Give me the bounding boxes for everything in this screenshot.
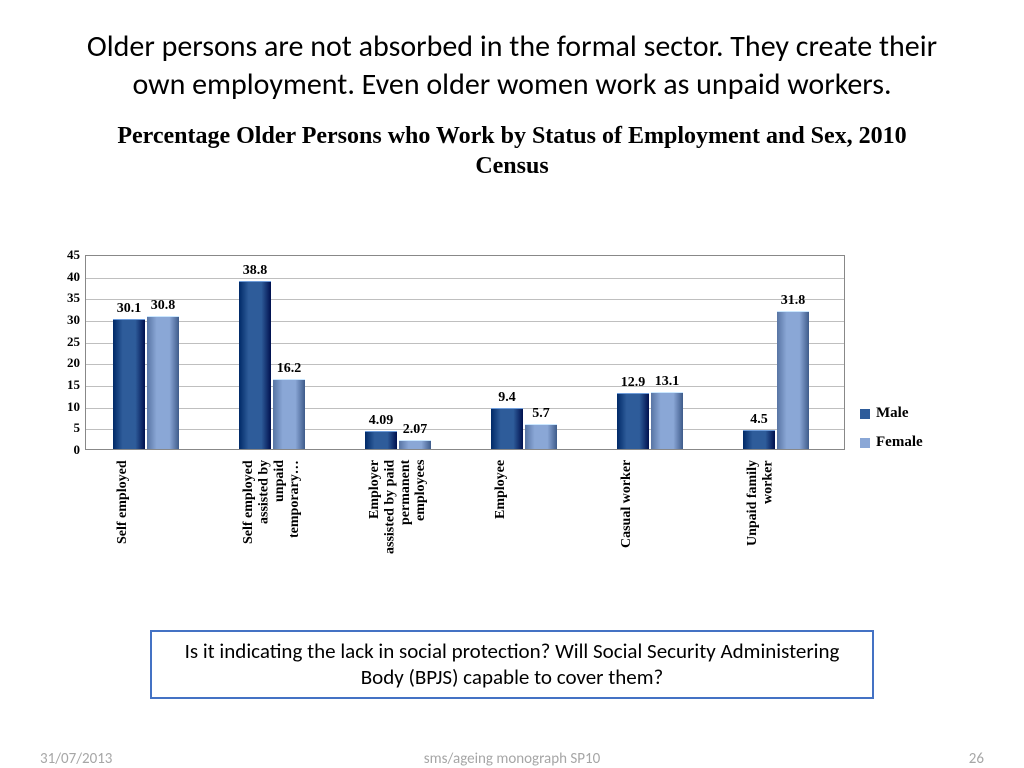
y-tick-label: 10 [50, 399, 80, 415]
question-box: Is it indicating the lack in social prot… [150, 630, 874, 699]
legend: Male Female [860, 405, 923, 463]
y-tick-label: 25 [50, 334, 80, 350]
bar-value-label: 5.7 [511, 406, 571, 422]
bar [777, 311, 809, 449]
y-tick-label: 45 [50, 247, 80, 263]
bar-group: 4.092.07 [344, 256, 452, 449]
bar [525, 424, 557, 449]
legend-swatch [860, 409, 870, 419]
footer-page: 26 [969, 750, 984, 768]
legend-item: Female [860, 434, 923, 451]
legend-item: Male [860, 405, 923, 422]
slide-title: Older persons are not absorbed in the fo… [0, 0, 1024, 113]
x-category-label: Casual worker [619, 460, 679, 590]
bar-value-label: 9.4 [477, 390, 537, 406]
plot-area: 30.130.838.816.24.092.079.45.712.913.14.… [85, 255, 845, 450]
chart-title: Percentage Older Persons who Work by Sta… [0, 113, 1024, 187]
bar-group: 4.531.8 [722, 256, 830, 449]
legend-label: Female [876, 434, 923, 451]
bar-group: 30.130.8 [92, 256, 200, 449]
x-category-label: Employee [493, 460, 553, 590]
bar [113, 319, 145, 449]
legend-label: Male [876, 405, 908, 422]
y-tick-label: 35 [50, 290, 80, 306]
bar-value-label: 31.8 [763, 293, 823, 309]
bar-group: 9.45.7 [470, 256, 578, 449]
bar-value-label: 30.8 [133, 298, 193, 314]
x-category-label: Unpaid family worker [745, 460, 805, 590]
footer-center: sms/ageing monograph SP10 [0, 750, 1024, 768]
y-tick-label: 40 [50, 269, 80, 285]
bar-group: 38.8 16.2 [218, 256, 326, 449]
legend-swatch [860, 438, 870, 448]
y-tick-label: 0 [50, 442, 80, 458]
bar-group: 12.913.1 [596, 256, 704, 449]
bar [399, 440, 431, 449]
bar-value-label: 2.07 [385, 422, 445, 438]
y-tick-label: 5 [50, 420, 80, 436]
x-category-label: Self employed assisted by unpaid tempora… [241, 460, 301, 590]
y-tick-label: 15 [50, 377, 80, 393]
x-category-label: Employer assisted by paid permanent empl… [367, 460, 427, 590]
bar [617, 393, 649, 449]
bar-value-label: 13.1 [637, 374, 697, 390]
bar-value-label: 38.8 [225, 263, 285, 279]
bar [147, 316, 179, 449]
x-category-label: Self employed [115, 460, 175, 590]
bar [743, 430, 775, 450]
bar [273, 379, 305, 449]
y-tick-label: 30 [50, 312, 80, 328]
bar-value-label: 16.2 [259, 361, 319, 377]
bar [651, 392, 683, 449]
chart-area: 30.130.838.816.24.092.079.45.712.913.14.… [50, 255, 970, 485]
y-tick-label: 20 [50, 355, 80, 371]
